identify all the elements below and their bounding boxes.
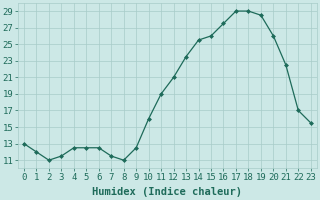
X-axis label: Humidex (Indice chaleur): Humidex (Indice chaleur) bbox=[92, 187, 242, 197]
